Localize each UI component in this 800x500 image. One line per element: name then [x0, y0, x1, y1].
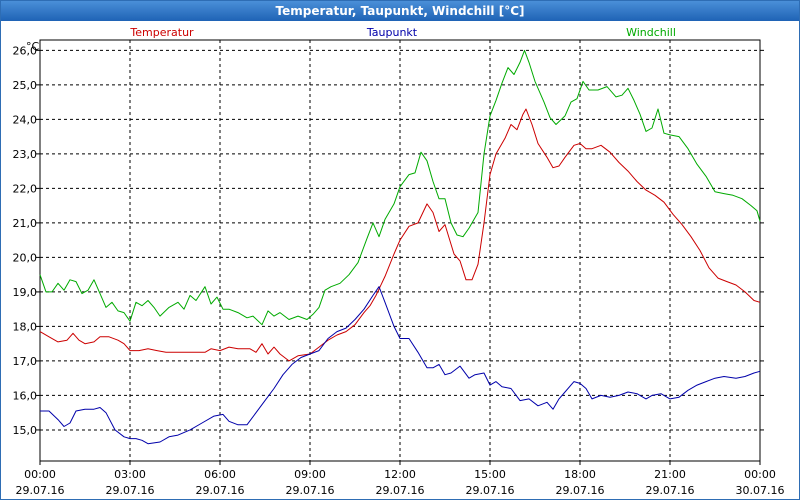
- y-tick-label: 18,0: [13, 320, 38, 333]
- y-tick-label: 19,0: [13, 286, 38, 299]
- x-tick-time-label: 12:00: [384, 468, 416, 481]
- y-tick-label: 21,0: [13, 217, 38, 230]
- series-line-windchill: [39, 49, 761, 326]
- y-tick-label: 17,0: [13, 355, 38, 368]
- x-tick-date-label: 29.07.16: [466, 484, 515, 497]
- legend-label-temperatur: Temperatur: [129, 26, 194, 39]
- y-tick-label: 22,0: [13, 182, 38, 195]
- x-tick-date-label: 29.07.16: [556, 484, 605, 497]
- x-tick-date-label: 29.07.16: [376, 484, 425, 497]
- x-tick-date-label: 29.07.16: [286, 484, 335, 497]
- y-axis: 15,0 16,0 17,0 18,0 19,0 20,0 21,0 22,0 23,0 24,0…: [13, 44, 764, 437]
- legend: Temperatur Taupunkt Windchill: [129, 26, 676, 39]
- grid-lines: [40, 40, 760, 461]
- x-tick-date-label: 29.07.16: [646, 484, 695, 497]
- y-tick-label: 23,0: [13, 148, 38, 161]
- x-axis: 00:00 29.07.16 03:00 29.07.16 06:00 29.07.16 0…: [16, 461, 785, 497]
- x-tick-time-label: 09:00: [294, 468, 326, 481]
- x-tick-time-label: 00:00: [744, 468, 776, 481]
- y-tick-label: 25,0: [13, 79, 38, 92]
- y-tick-label: 16,0: [13, 389, 38, 402]
- x-tick-date-label: 29.07.16: [196, 484, 245, 497]
- series-line-temperatur: [39, 108, 761, 362]
- series-lines: [39, 49, 761, 445]
- legend-label-taupunkt: Taupunkt: [366, 26, 418, 39]
- x-tick-time-label: 15:00: [474, 468, 506, 481]
- legend-label-windchill: Windchill: [626, 26, 676, 39]
- x-tick-time-label: 03:00: [114, 468, 146, 481]
- y-tick-label: 24,0: [13, 113, 38, 126]
- y-axis-unit: °C: [26, 40, 40, 53]
- x-tick-date-label: 30.07.16: [736, 484, 785, 497]
- y-tick-label: 20,0: [13, 251, 38, 264]
- x-tick-time-label: 21:00: [654, 468, 686, 481]
- x-tick-date-label: 29.07.16: [106, 484, 155, 497]
- x-tick-time-label: 00:00: [24, 468, 56, 481]
- y-tick-label: 15,0: [13, 424, 38, 437]
- x-tick-time-label: 06:00: [204, 468, 236, 481]
- x-tick-time-label: 18:00: [564, 468, 596, 481]
- y-tick-label: 26,0: [13, 44, 38, 57]
- series-line-taupunkt: [40, 286, 761, 445]
- chart-title: Temperatur, Taupunkt, Windchill [°C]: [1, 1, 799, 21]
- x-tick-date-label: 29.07.16: [16, 484, 65, 497]
